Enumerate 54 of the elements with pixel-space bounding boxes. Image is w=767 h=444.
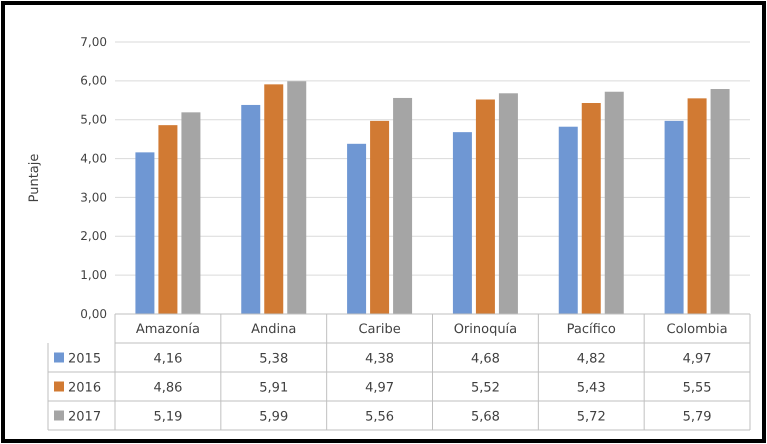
bar xyxy=(604,92,624,314)
bar xyxy=(664,120,684,314)
bar xyxy=(393,98,412,314)
y-tick-label: 2,00 xyxy=(80,229,107,244)
bar xyxy=(582,103,601,314)
data-label: 4,82 xyxy=(576,352,606,366)
data-label: 4,97 xyxy=(365,380,394,396)
x-tick-label: Pacífico xyxy=(566,322,616,337)
y-tick-label: 1,00 xyxy=(80,268,107,282)
bar xyxy=(135,152,154,314)
data-label: 5,99 xyxy=(259,410,288,424)
bar xyxy=(498,93,518,314)
data-label: 5,72 xyxy=(576,410,606,424)
y-tick-label: 5,00 xyxy=(80,112,107,127)
data-label: 5,91 xyxy=(259,380,288,396)
y-tick-label: 0,00 xyxy=(80,306,107,321)
legend-label: 2015 xyxy=(68,352,102,366)
bar xyxy=(558,126,578,314)
bar xyxy=(264,84,284,314)
legend-label: 2016 xyxy=(68,380,102,396)
bar xyxy=(452,132,472,314)
data-label: 5,38 xyxy=(259,352,288,366)
bar xyxy=(181,112,200,314)
x-tick-label: Caribe xyxy=(358,322,401,337)
x-tick-label: Orinoquía xyxy=(454,322,518,337)
bar xyxy=(287,81,306,314)
data-label: 4,38 xyxy=(365,352,394,366)
data-label: 5,68 xyxy=(470,410,500,424)
y-tick-label: 7,00 xyxy=(80,34,107,49)
data-label: 5,55 xyxy=(682,380,712,396)
bar xyxy=(158,125,178,314)
bar xyxy=(241,104,260,314)
legend-label: 2017 xyxy=(68,410,102,424)
data-label: 4,86 xyxy=(153,380,182,396)
bar xyxy=(688,98,707,314)
y-tick-label: 6,00 xyxy=(80,74,107,88)
data-label: 4,16 xyxy=(153,352,182,366)
data-label: 4,68 xyxy=(470,352,500,366)
y-axis-title: Puntaje xyxy=(27,154,42,202)
bar xyxy=(476,100,495,314)
data-label: 4,97 xyxy=(682,352,712,366)
data-label: 5,79 xyxy=(682,410,712,424)
x-tick-label: Amazonía xyxy=(136,322,200,337)
y-tick-label: 4,00 xyxy=(80,151,107,166)
data-label: 5,43 xyxy=(576,380,606,396)
bar xyxy=(347,144,366,314)
y-tick-label: 3,00 xyxy=(80,190,107,204)
data-label: 5,56 xyxy=(365,410,394,424)
x-tick-label: Andina xyxy=(251,322,296,337)
data-label: 5,19 xyxy=(153,410,182,424)
bar xyxy=(370,120,390,314)
data-label: 5,52 xyxy=(470,380,500,396)
bar xyxy=(710,89,730,314)
x-tick-label: Colombia xyxy=(666,322,728,337)
